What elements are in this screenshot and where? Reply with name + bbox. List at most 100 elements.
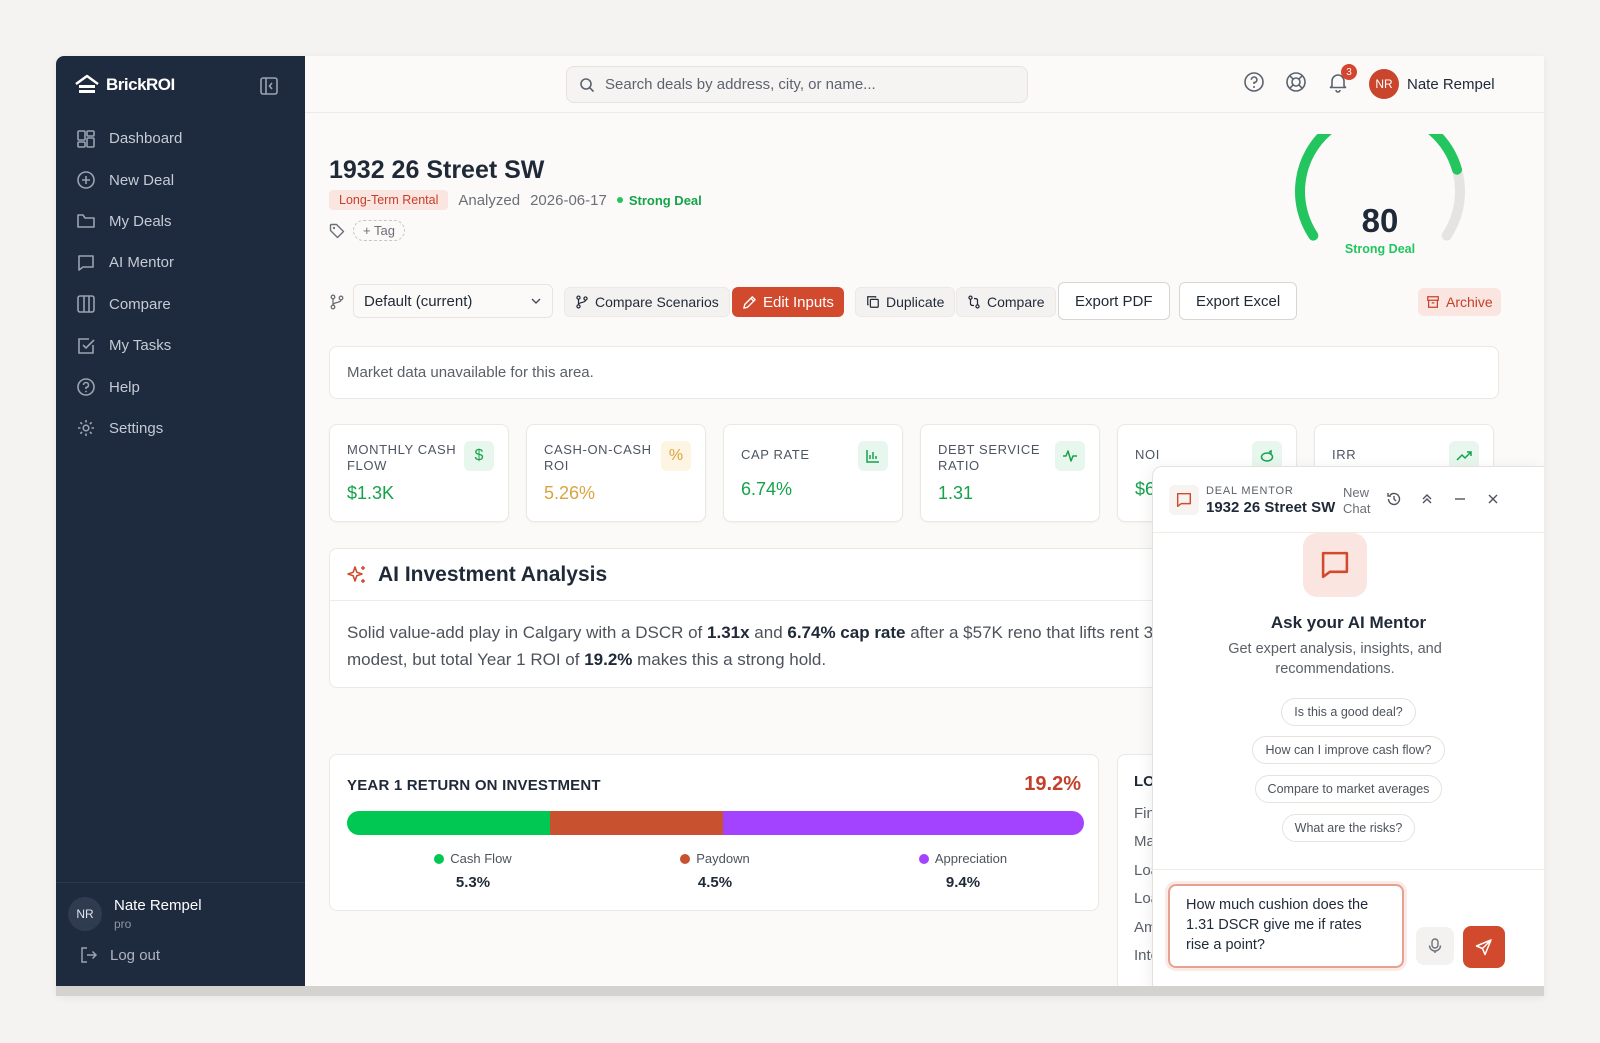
page-title: 1932 26 Street SW	[329, 156, 545, 184]
folder-icon	[77, 214, 95, 229]
metric-label: NOI	[1135, 447, 1160, 462]
sidebar-item-dashboard[interactable]: Dashboard	[56, 118, 305, 159]
mentor-subtitle: Get expert analysis, insights, and recom…	[1228, 641, 1442, 677]
archive-button[interactable]: Archive	[1418, 288, 1501, 316]
legend-dot	[434, 853, 445, 864]
sidebar-item-label: Settings	[109, 419, 164, 437]
expand-icon[interactable]	[1419, 491, 1435, 507]
user-menu[interactable]: NR Nate Rempel	[1369, 69, 1495, 99]
roi-legend-appreciation: Appreciation 9.4%	[883, 851, 1043, 891]
new-chat-label: New	[1343, 485, 1370, 500]
sidebar-item-settings[interactable]: Settings	[56, 408, 305, 449]
mentor-header: DEAL MENTOR 1932 26 Street SW New Chat	[1153, 467, 1544, 533]
sidebar-item-compare[interactable]: Compare	[56, 284, 305, 325]
archive-label: Archive	[1446, 294, 1493, 310]
compare-button[interactable]: Compare	[956, 287, 1056, 317]
sidebar-item-label: Compare	[109, 295, 171, 313]
legend-label: Paydown	[696, 851, 750, 866]
percent-icon: %	[661, 441, 691, 471]
columns-icon	[77, 295, 95, 314]
status-dot	[616, 197, 623, 203]
loan-row: Am	[1134, 919, 1157, 936]
logout-button[interactable]: Log out	[80, 946, 160, 964]
roi-card: YEAR 1 RETURN ON INVESTMENT 19.2% Cash F…	[329, 754, 1099, 911]
sidebar-footer: NR Nate Rempel pro Log out	[56, 882, 305, 964]
sidebar-user-card[interactable]: NR Nate Rempel pro	[68, 897, 202, 931]
horizontal-scrollbar[interactable]	[56, 986, 1544, 996]
suggestion-label: How can I improve cash flow?	[1252, 736, 1445, 764]
compare-icon	[968, 295, 980, 309]
metric-card-cash-flow[interactable]: MONTHLY CASH FLOW $1.3K $	[329, 424, 509, 522]
sidebar-item-my-deals[interactable]: My Deals	[56, 201, 305, 242]
legend-label: Cash Flow	[450, 851, 512, 866]
deal-toolbar: Default (current) Compare Scenarios Edit…	[329, 282, 1501, 322]
mentor-heading: Ask your AI Mentor	[1270, 613, 1427, 632]
scenario-select[interactable]: Default (current)	[353, 284, 553, 318]
app-window: BrickROI Dashboard New Deal My Deals AI …	[56, 56, 1544, 996]
close-icon[interactable]	[1485, 491, 1501, 507]
market-notice: Market data unavailable for this area.	[329, 346, 1499, 399]
ai-analysis-title: AI Investment Analysis	[378, 562, 608, 586]
suggestion-label: Is this a good deal?	[1281, 698, 1416, 726]
duplicate-button[interactable]: Duplicate	[855, 287, 956, 317]
avatar: NR	[1369, 69, 1399, 99]
search-input[interactable]: Search deals by address, city, or name..…	[566, 66, 1028, 103]
metric-card-dscr[interactable]: DEBT SERVICE RATIO 1.31	[920, 424, 1100, 522]
score-value: 80	[1361, 202, 1399, 239]
mentor-composer: How much cushion does the 1.31 DSCR give…	[1153, 869, 1544, 996]
history-icon[interactable]	[1386, 491, 1402, 507]
suggestion-chip[interactable]: What are the risks?	[1153, 814, 1544, 842]
export-excel-button[interactable]: Export Excel	[1179, 282, 1298, 320]
suggestion-label: Compare to market averages	[1254, 775, 1443, 803]
send-button[interactable]	[1463, 926, 1505, 968]
copy-icon	[867, 296, 879, 308]
scenario-value: Default (current)	[364, 292, 473, 310]
metric-card-coc-roi[interactable]: CASH-ON-CASH ROI 5.26% %	[526, 424, 706, 522]
roi-total: 19.2%	[1024, 773, 1081, 795]
roi-legend-paydown: Paydown 4.5%	[635, 851, 795, 891]
roi-segment-cash-flow	[347, 811, 551, 835]
mentor-message-input[interactable]: How much cushion does the 1.31 DSCR give…	[1168, 884, 1404, 968]
legend-dot	[680, 853, 691, 864]
sidebar-item-ai-mentor[interactable]: AI Mentor	[56, 242, 305, 283]
edit-inputs-button[interactable]: Edit Inputs	[732, 287, 844, 317]
microphone-icon[interactable]	[1416, 927, 1454, 965]
compare-scenarios-label: Compare Scenarios	[595, 294, 719, 310]
gear-icon	[78, 420, 94, 437]
sidebar-item-label: Dashboard	[109, 130, 183, 148]
suggestion-chip[interactable]: Is this a good deal?	[1153, 698, 1544, 726]
house-logo-icon	[75, 74, 99, 93]
new-chat-button[interactable]: New Chat	[1343, 485, 1370, 517]
support-icon[interactable]	[1285, 71, 1307, 93]
roi-title: YEAR 1 RETURN ON INVESTMENT	[347, 777, 601, 794]
metric-card-cap-rate[interactable]: CAP RATE 6.74%	[723, 424, 903, 522]
bell-icon[interactable]: 3	[1327, 64, 1357, 93]
metric-label: CAP RATE	[741, 447, 810, 462]
sidebar-item-help[interactable]: Help	[56, 366, 305, 407]
market-message: Market data unavailable for this area.	[347, 364, 594, 381]
archive-icon	[1427, 296, 1439, 308]
brand-logo[interactable]: BrickROI	[74, 74, 175, 96]
export-pdf-button[interactable]: Export PDF	[1058, 282, 1170, 320]
suggestion-chip[interactable]: How can I improve cash flow?	[1153, 736, 1544, 764]
minimize-icon[interactable]	[1452, 491, 1468, 507]
sidebar-item-new-deal[interactable]: New Deal	[56, 159, 305, 200]
roi-stacked-bar	[347, 811, 1084, 835]
search-icon	[580, 77, 595, 92]
scrollbar-thumb[interactable]	[56, 986, 1544, 996]
sidebar-item-my-tasks[interactable]: My Tasks	[56, 325, 305, 366]
compare-label: Compare	[987, 294, 1045, 310]
add-tag-button[interactable]: + Tag	[353, 220, 405, 241]
suggestion-label: What are the risks?	[1281, 814, 1416, 842]
chat-icon	[78, 255, 94, 271]
collapse-sidebar-icon[interactable]	[259, 76, 279, 96]
pulse-icon	[1055, 441, 1085, 471]
mentor-kicker: DEAL MENTOR	[1206, 485, 1294, 497]
compare-scenarios-button[interactable]: Compare Scenarios	[564, 287, 730, 317]
suggestion-chip[interactable]: Compare to market averages	[1153, 775, 1544, 803]
edit-inputs-label: Edit Inputs	[763, 293, 834, 311]
user-plan: pro	[114, 917, 132, 931]
plus-circle-icon	[77, 171, 95, 189]
help-icon[interactable]	[1243, 71, 1265, 93]
ai-analysis-header: AI Investment Analysis	[330, 549, 1328, 601]
